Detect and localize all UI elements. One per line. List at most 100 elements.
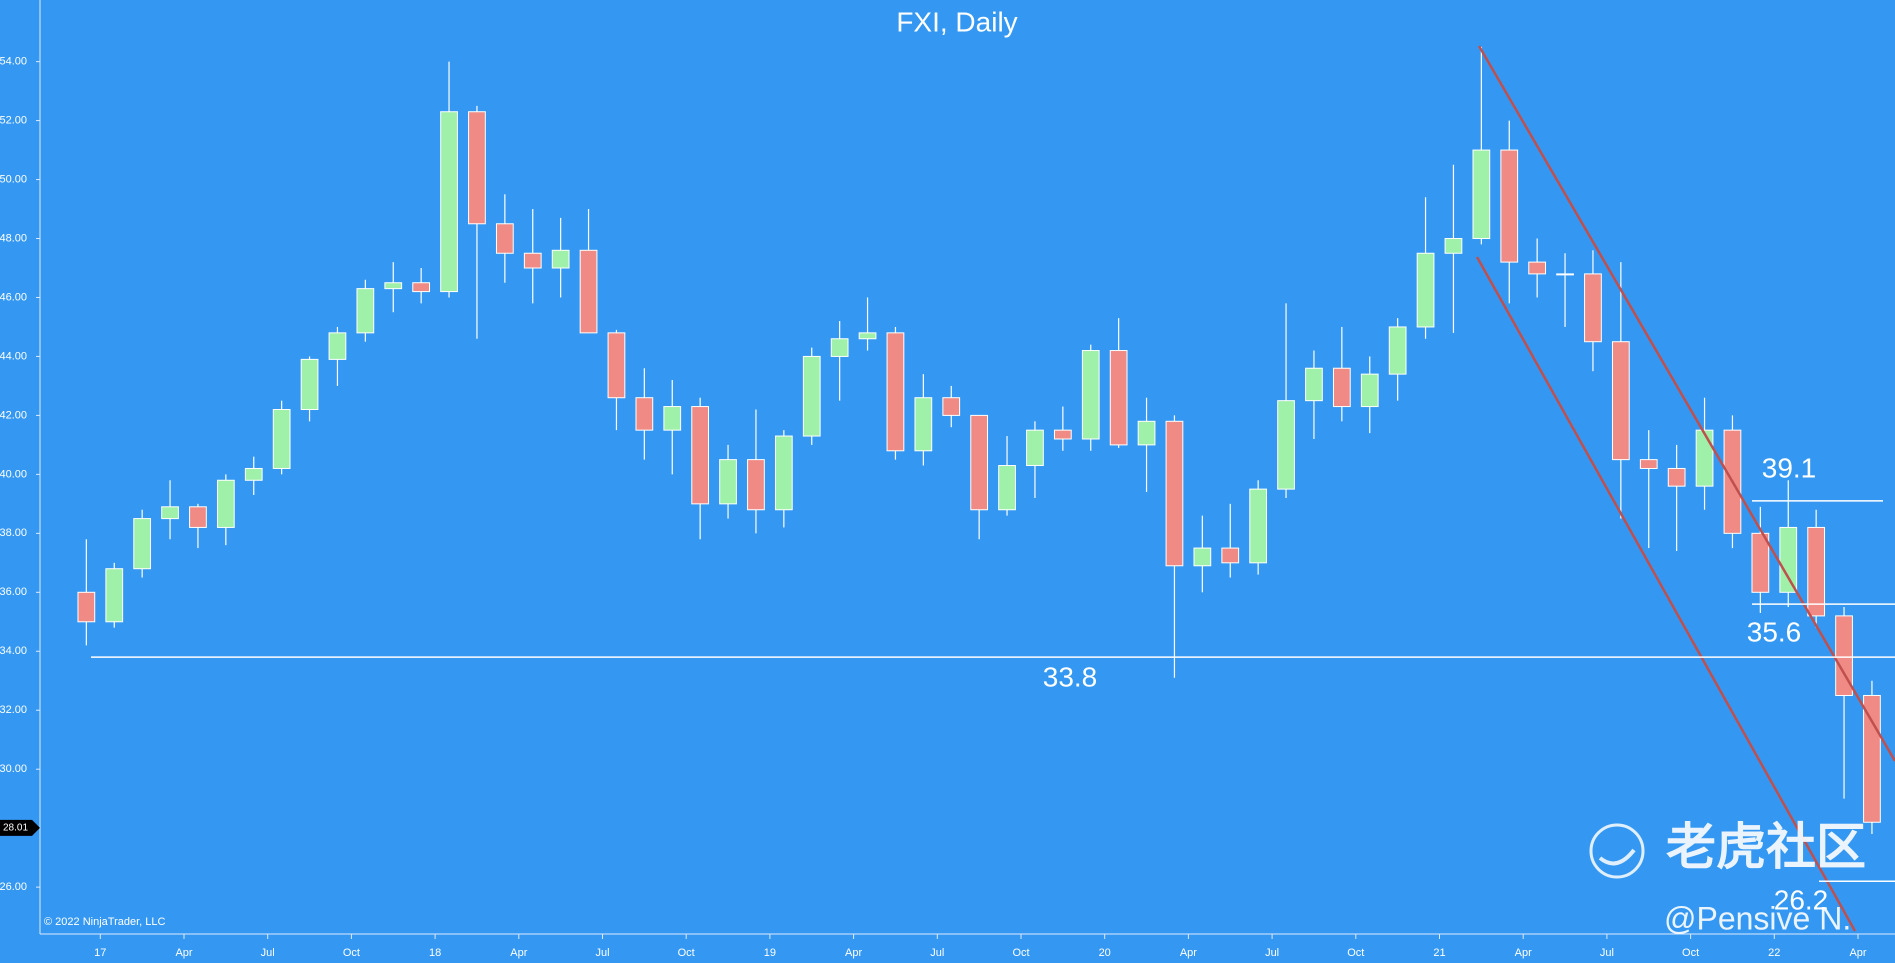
trend-line xyxy=(1477,45,1895,762)
candle-body xyxy=(384,282,403,290)
x-tick-label: 17 xyxy=(94,947,106,959)
candle-body xyxy=(1584,273,1602,343)
y-tick-label: 38.00 xyxy=(0,527,27,539)
watermark-logo xyxy=(1589,823,1645,879)
trend-line xyxy=(1475,256,1857,932)
candle-body xyxy=(1611,341,1630,461)
candle-body xyxy=(1695,429,1714,487)
candle-body xyxy=(998,465,1016,511)
candle-body xyxy=(105,568,124,623)
candle-body xyxy=(1444,238,1463,254)
candle-body xyxy=(440,111,458,293)
candle-body xyxy=(244,467,263,481)
x-tick-label: Oct xyxy=(343,947,360,959)
x-tick-label: Jul xyxy=(1600,947,1614,959)
x-tick-label: Jul xyxy=(930,947,944,959)
candle-body xyxy=(412,282,431,293)
candle-body xyxy=(830,338,849,357)
candle-body xyxy=(356,288,375,334)
candle-body xyxy=(1277,400,1295,490)
candle-body xyxy=(523,252,542,269)
candle-body xyxy=(328,332,347,360)
candle-body xyxy=(1639,459,1658,469)
x-tick-label: Apr xyxy=(510,947,527,959)
y-tick-label: 26.00 xyxy=(0,881,27,893)
candle-body xyxy=(1667,467,1686,487)
candle-body xyxy=(579,249,598,334)
candle-body xyxy=(1556,273,1574,276)
candle-body xyxy=(1472,149,1491,240)
candle-body xyxy=(691,406,710,505)
copyright: © 2022 NinjaTrader, LLC xyxy=(44,916,165,928)
x-tick-label: Apr xyxy=(1180,947,1197,959)
x-tick-label: 18 xyxy=(429,947,441,959)
candle-body xyxy=(1193,547,1212,567)
candle-body xyxy=(970,414,989,511)
candle-body xyxy=(886,332,905,452)
x-tick-label: Oct xyxy=(1012,947,1029,959)
y-tick-label: 40.00 xyxy=(0,468,27,480)
last-price-tag xyxy=(0,819,40,836)
candle-body xyxy=(216,479,235,528)
candle-body xyxy=(1109,350,1128,446)
level-label: 33.8 xyxy=(1043,662,1098,693)
credit: @Pensive N. xyxy=(1664,900,1851,936)
candle-body xyxy=(1360,373,1379,408)
candle-body xyxy=(942,397,961,416)
x-tick-label: Apr xyxy=(1515,947,1532,959)
candle-body xyxy=(1863,694,1881,823)
y-tick-label: 44.00 xyxy=(0,350,27,362)
x-tick-label: Oct xyxy=(1347,947,1364,959)
x-tick-label: 20 xyxy=(1099,947,1111,959)
candle-body xyxy=(858,332,877,340)
candle-body xyxy=(1528,261,1547,275)
candle-body xyxy=(1751,532,1770,593)
candle-body xyxy=(1026,429,1044,467)
x-tick-label: Apr xyxy=(1849,947,1866,959)
y-tick-label: 52.00 xyxy=(0,114,27,126)
x-tick-label: 19 xyxy=(764,947,776,959)
x-tick-label: Jul xyxy=(261,947,275,959)
x-tick-label: Jul xyxy=(595,947,609,959)
candle-body xyxy=(774,435,793,511)
x-tick-label: Jul xyxy=(1265,947,1279,959)
candle-body xyxy=(272,409,291,469)
x-tick-label: Oct xyxy=(678,947,695,959)
x-tick-label: Oct xyxy=(1682,947,1699,959)
y-tick-label: 34.00 xyxy=(0,645,27,657)
candle-body xyxy=(719,459,737,505)
candle-body xyxy=(551,249,570,269)
candle-body xyxy=(495,223,514,254)
y-tick-label: 48.00 xyxy=(0,232,27,244)
candle-body xyxy=(1305,367,1323,402)
y-tick-label: 50.00 xyxy=(0,173,27,185)
candle-body xyxy=(607,332,626,399)
candle-body xyxy=(1165,420,1184,567)
candle-body xyxy=(663,406,682,431)
x-tick-label: 22 xyxy=(1768,947,1780,959)
level-label: 39.1 xyxy=(1762,452,1817,483)
y-tick-label: 46.00 xyxy=(0,291,27,303)
candle-body xyxy=(747,459,765,511)
last-price-label: 28.01 xyxy=(3,823,28,834)
level-label: 35.6 xyxy=(1747,616,1802,647)
x-tick-label: 21 xyxy=(1433,947,1445,959)
chart-title: FXI, Daily xyxy=(896,6,1017,37)
logo-ring xyxy=(1589,823,1645,879)
candle-body xyxy=(1332,367,1351,408)
candle-body xyxy=(1053,429,1072,440)
candle-body xyxy=(1249,488,1268,564)
y-tick-label: 30.00 xyxy=(0,763,27,775)
candle-body xyxy=(1221,547,1240,564)
candle-body xyxy=(133,518,152,570)
candle-body xyxy=(189,506,207,528)
candle-body xyxy=(468,111,486,225)
candle-body xyxy=(1416,252,1435,328)
level-label: 26.2 xyxy=(1774,885,1829,916)
candle-body xyxy=(1835,615,1853,696)
watermark: 老虎社区 xyxy=(1666,819,1866,875)
y-tick-label: 42.00 xyxy=(0,409,27,421)
